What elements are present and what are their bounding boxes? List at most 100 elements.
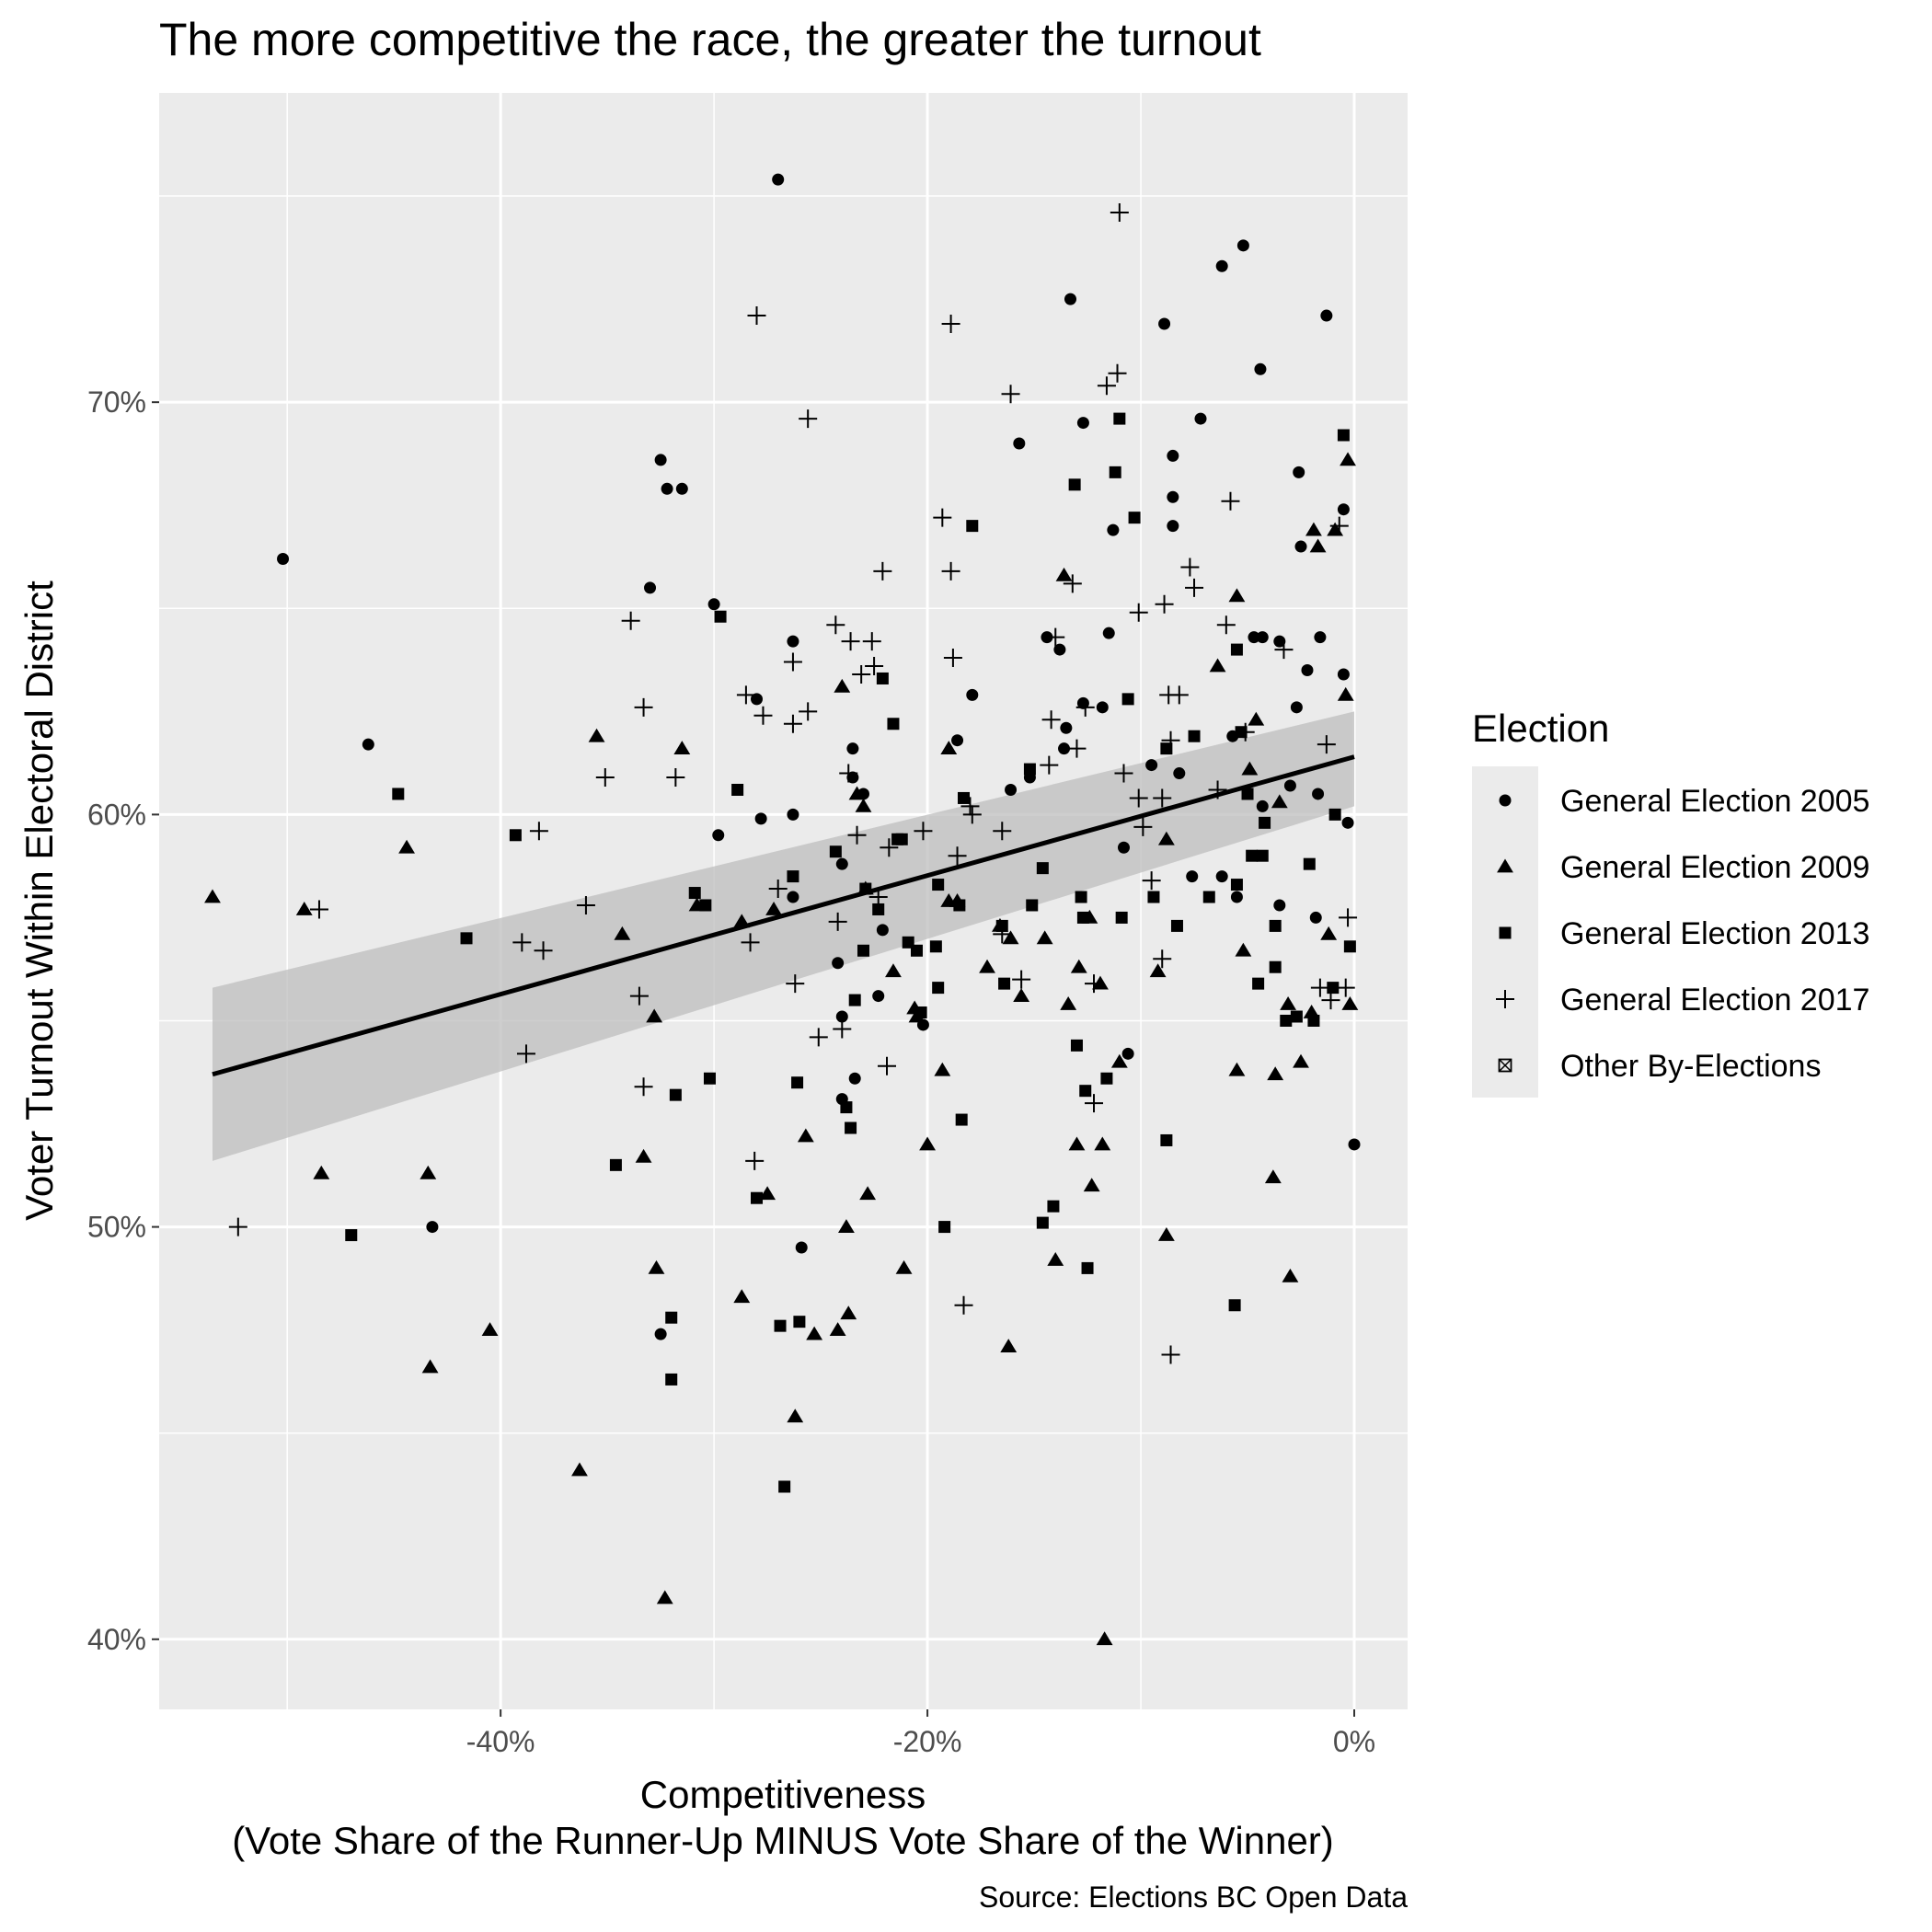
data-point-triangle	[648, 1259, 665, 1274]
data-point-circle	[872, 990, 885, 1003]
data-point-plus	[1114, 764, 1133, 783]
data-point-square	[665, 1311, 678, 1324]
data-point-circle	[1256, 799, 1269, 812]
data-point-triangle	[1248, 711, 1265, 726]
data-point-plus	[841, 632, 860, 651]
data-point-circle	[1194, 412, 1207, 425]
data-point-plus	[753, 706, 773, 725]
data-point-plus	[865, 657, 884, 676]
data-point-triangle	[1002, 930, 1019, 945]
data-point-plus	[826, 615, 845, 635]
data-point-plus	[634, 1077, 653, 1097]
data-point-triangle	[571, 1462, 588, 1477]
data-point-plus	[914, 822, 933, 841]
data-point-triangle	[1013, 988, 1030, 1002]
data-point-square	[1337, 429, 1350, 442]
data-point-circle	[1053, 643, 1066, 656]
data-point-triangle	[1341, 996, 1359, 1010]
data-point-square	[793, 1316, 806, 1328]
data-point-plus	[1161, 1345, 1180, 1364]
data-point-square	[1303, 857, 1316, 870]
data-point-square	[1256, 849, 1269, 862]
data-point-square	[932, 879, 945, 891]
data-point-triangle	[840, 1305, 857, 1320]
data-point-triangle	[919, 1136, 937, 1151]
data-point-plus	[862, 632, 881, 651]
data-point-square	[774, 1319, 787, 1332]
data-point-circle	[772, 173, 785, 186]
data-point-plus	[852, 664, 871, 684]
data-point-square	[1170, 919, 1183, 932]
data-point-triangle	[885, 963, 902, 978]
data-point-circle	[661, 482, 673, 495]
data-point-triangle	[895, 1259, 913, 1274]
data-point-square	[345, 1229, 358, 1242]
data-point-plus	[1274, 640, 1294, 660]
data-point-square	[910, 944, 923, 957]
x-tick-label: -20%	[893, 1725, 962, 1758]
data-point-square	[1036, 862, 1049, 875]
data-point-square	[1070, 1039, 1083, 1052]
data-point-plus	[1161, 730, 1180, 750]
data-point-circle	[1121, 1047, 1134, 1060]
data-point-plus	[1336, 978, 1355, 997]
data-point-plus	[1041, 710, 1061, 730]
data-point-square	[953, 899, 966, 912]
data-point-plus	[595, 768, 615, 788]
data-point-square	[1079, 1085, 1092, 1098]
data-point-square	[609, 1158, 622, 1171]
y-tick-label: 60%	[87, 798, 146, 831]
data-point-triangle	[1070, 959, 1087, 973]
data-point-plus	[516, 1044, 535, 1064]
data-point-triangle	[1157, 1227, 1175, 1241]
data-point-circle	[654, 454, 667, 466]
data-point-plus	[839, 764, 858, 783]
data-point-square	[791, 1076, 804, 1089]
data-point-square	[1290, 1010, 1303, 1023]
data-point-plus	[954, 1295, 973, 1315]
data-point-circle	[1058, 742, 1071, 755]
data-point-square	[392, 788, 405, 800]
data-point-triangle	[759, 1186, 776, 1201]
data-point-circle	[1256, 631, 1269, 644]
legend-label-2017: General Election 2017	[1560, 983, 1869, 1018]
data-point-square	[1068, 478, 1081, 491]
data-point-plus	[1085, 974, 1104, 994]
data-point-circle	[362, 738, 374, 751]
data-point-square	[840, 1101, 853, 1114]
data-point-square	[669, 1088, 682, 1101]
data-point-triangle	[940, 741, 958, 755]
data-point-triangle	[848, 786, 866, 800]
data-point-circle	[846, 742, 859, 755]
data-point-circle	[654, 1328, 667, 1340]
data-point-triangle	[1092, 975, 1109, 990]
data-point-circle	[1312, 788, 1325, 800]
data-point-plus	[1085, 1094, 1104, 1113]
data-point-triangle	[934, 1062, 951, 1076]
data-point-plus	[1236, 722, 1255, 742]
data-point-triangle	[1309, 538, 1327, 553]
data-point-circle	[754, 812, 767, 825]
data-point-plus	[1169, 685, 1189, 705]
data-point-plus	[933, 508, 952, 527]
data-point-triangle	[481, 1322, 499, 1337]
data-point-plus	[962, 805, 982, 824]
data-point-plus	[1097, 376, 1116, 396]
legend-key-square	[1499, 926, 1512, 939]
data-point-plus	[576, 895, 595, 914]
data-point-plus	[1185, 578, 1204, 597]
data-point-square	[958, 791, 971, 804]
data-point-plus	[799, 702, 818, 721]
data-point-triangle	[1110, 1053, 1128, 1068]
data-point-square	[1202, 891, 1215, 903]
data-point-plus	[1155, 594, 1174, 614]
data-point-triangle	[588, 728, 605, 742]
data-point-plus	[783, 714, 802, 733]
data-point-triangle	[855, 798, 872, 812]
data-point-triangle	[1096, 1631, 1113, 1646]
data-point-square	[845, 1121, 857, 1134]
data-point-circle	[1341, 816, 1354, 829]
data-point-triangle	[1060, 996, 1077, 1010]
data-point-plus	[1063, 574, 1082, 593]
